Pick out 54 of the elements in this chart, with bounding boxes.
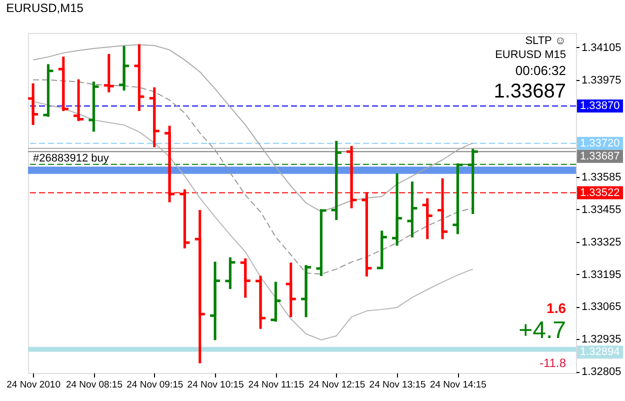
ref-line-label: 1.33870 [580, 100, 620, 112]
candlestick [72, 78, 85, 122]
candlestick [57, 55, 70, 112]
ref-line-label: 1.33687 [580, 150, 620, 162]
x-tick-label: 24 Nov 10:15 [187, 380, 244, 390]
annotation: +4.7 [518, 317, 566, 344]
candlestick [118, 44, 130, 92]
candlestick [269, 280, 282, 323]
candlestick [102, 52, 116, 94]
annotation: #26883912 buy [33, 152, 110, 164]
annotation: 00:06:32 [515, 63, 566, 78]
candlestick [239, 257, 252, 299]
x-tick-label: 24 Nov 09:15 [126, 380, 184, 390]
annotation: EURUSD M15 [495, 49, 566, 61]
x-tick-label: 24 Nov 2010 [6, 380, 60, 390]
chart-title: EURUSD,M15 [6, 1, 84, 15]
candlestick [284, 261, 298, 318]
candlestick [132, 42, 146, 112]
annotation: 1.33687 [494, 80, 566, 102]
candlestick [208, 260, 222, 342]
candlestick [224, 256, 236, 290]
y-tick-label: 1.33065 [582, 301, 622, 314]
x-tick-label: 24 Nov 12:15 [308, 380, 366, 390]
ref-line-label: 1.33522 [580, 186, 620, 199]
annotation: SLTP ☺ [525, 35, 566, 47]
x-tick-label: 24 Nov 11:15 [248, 380, 304, 390]
candlestick [300, 264, 312, 318]
y-tick-label: 1.33455 [582, 204, 622, 216]
y-tick-label: 1.32935 [582, 334, 622, 346]
candlestick [390, 172, 404, 247]
candlestick [314, 208, 328, 278]
annotation: -11.8 [540, 356, 566, 370]
x-tick-label: 24 Nov 14:15 [430, 380, 486, 390]
band-label: 1.32894 [580, 346, 620, 358]
x-tick-label: 24 Nov 08:15 [66, 380, 122, 390]
candlestick [87, 80, 100, 133]
y-tick-label: 1.33585 [582, 172, 622, 184]
y-tick-label: 1.33195 [582, 268, 622, 281]
candlestick [28, 82, 40, 126]
annotation: 1.6 [546, 300, 566, 316]
candlestick [406, 180, 418, 239]
candlestick [254, 274, 267, 330]
line-series [32, 79, 474, 275]
candlestick [194, 208, 206, 365]
y-tick-label: 1.33975 [582, 74, 622, 86]
y-tick-label: 1.33325 [582, 236, 622, 248]
ref-line-label: 1.33720 [580, 137, 620, 150]
candlestick [376, 229, 388, 270]
candlestick [421, 197, 434, 240]
candlestick [148, 86, 161, 148]
y-tick-label: 1.32805 [582, 366, 622, 378]
x-tick-label: 24 Nov 13:15 [369, 380, 426, 390]
candlestick [42, 62, 54, 118]
y-tick-label: 1.34105 [582, 42, 622, 54]
